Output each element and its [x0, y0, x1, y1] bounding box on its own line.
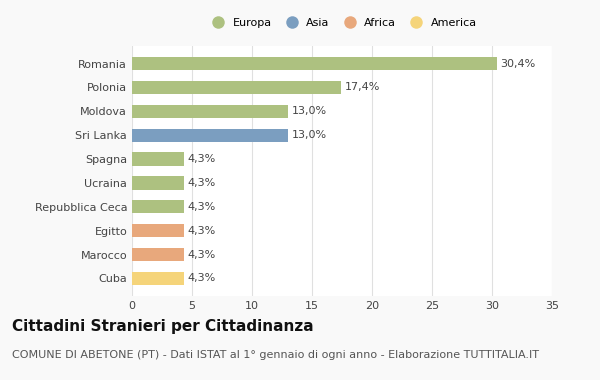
Text: 4,3%: 4,3% — [187, 178, 215, 188]
Bar — [132, 176, 184, 190]
Bar — [132, 81, 341, 94]
Text: 4,3%: 4,3% — [187, 226, 215, 236]
Text: 17,4%: 17,4% — [344, 82, 380, 92]
Bar — [132, 128, 288, 142]
Legend: Europa, Asia, Africa, America: Europa, Asia, Africa, America — [203, 14, 481, 32]
Bar — [132, 272, 184, 285]
Text: COMUNE DI ABETONE (PT) - Dati ISTAT al 1° gennaio di ogni anno - Elaborazione TU: COMUNE DI ABETONE (PT) - Dati ISTAT al 1… — [12, 350, 539, 359]
Text: 4,3%: 4,3% — [187, 274, 215, 283]
Text: 30,4%: 30,4% — [500, 59, 536, 68]
Text: 4,3%: 4,3% — [187, 154, 215, 164]
Text: 4,3%: 4,3% — [187, 202, 215, 212]
Bar — [132, 105, 288, 118]
Text: 13,0%: 13,0% — [292, 130, 327, 140]
Text: 13,0%: 13,0% — [292, 106, 327, 116]
Bar — [132, 200, 184, 214]
Bar — [132, 57, 497, 70]
Bar — [132, 248, 184, 261]
Text: Cittadini Stranieri per Cittadinanza: Cittadini Stranieri per Cittadinanza — [12, 319, 314, 334]
Bar — [132, 224, 184, 237]
Text: 4,3%: 4,3% — [187, 250, 215, 260]
Bar — [132, 152, 184, 166]
